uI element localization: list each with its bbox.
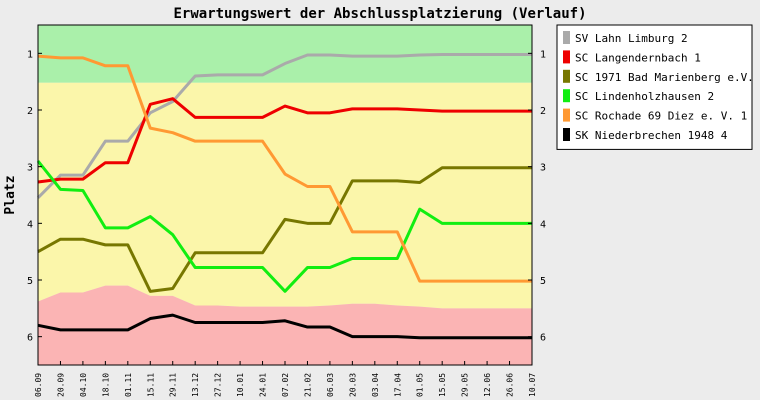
legend-swatch-2	[563, 69, 570, 83]
chart-title: Erwartungswert der Abschlussplatzierung …	[173, 6, 586, 22]
legend-entry-2: SC 1971 Bad Marienberg e.V. 1	[575, 71, 760, 84]
x-tick-label: 18.10	[101, 373, 110, 397]
x-tick-label: 15.11	[146, 373, 155, 397]
series-line-4	[37, 54, 532, 283]
legend-swatch-1	[563, 50, 570, 64]
x-tick-label: 10.07	[528, 373, 537, 397]
y-tick-label-left: 2	[27, 106, 33, 117]
legend-entry-5: SK Niederbrechen 1948 4	[575, 129, 728, 142]
y-tick-label-right: 4	[540, 219, 546, 230]
x-tick-label: 21.02	[303, 373, 312, 397]
x-tick-label: 12.06	[483, 373, 492, 397]
legend-swatch-5	[563, 128, 570, 141]
legend-entry-0: SV Lahn Limburg 2	[575, 32, 688, 45]
series-line-5	[37, 313, 532, 340]
y-tick-label-right: 1	[540, 49, 546, 60]
x-tick-label: 13.12	[191, 373, 200, 397]
y-axis-label: Platz	[3, 175, 18, 214]
x-tick-label: 10.01	[236, 373, 245, 397]
x-tick-label: 29.11	[169, 373, 178, 397]
x-tick-label: 06.09	[34, 373, 43, 397]
legend-entry-3: SC Lindenholzhausen 2	[575, 90, 714, 103]
legend-entry-4: SC Rochade 69 Diez e. V. 1	[575, 110, 747, 123]
x-tick-label: 24.01	[259, 373, 268, 397]
series-line-0	[36, 52, 532, 199]
x-tick-label: 27.12	[214, 373, 223, 397]
legend: SV Lahn Limburg 2 SC Langendernbach 1 SC 1…	[556, 24, 760, 150]
x-tick-label: 06.03	[326, 373, 335, 397]
y-tick-label-left: 1	[27, 49, 33, 60]
y-tick-label-right: 6	[540, 333, 546, 344]
y-tick-label-left: 4	[27, 219, 33, 230]
x-tick-label: 26.06	[506, 373, 515, 397]
x-axis-ticks: 06.09 20.09 04.10 18.10 01.11 15.11 29.11 13.12…	[34, 361, 537, 397]
y-tick-label-right: 3	[540, 163, 546, 174]
x-tick-label: 03.04	[371, 373, 380, 397]
y-tick-label-left: 3	[27, 163, 33, 174]
x-tick-label: 01.05	[416, 373, 425, 397]
zone-2	[38, 285, 532, 365]
y-axis-ticks: 1 1 2 2 3 3 4 4 5 5 6 6	[27, 49, 546, 343]
x-tick-label: 01.11	[124, 373, 133, 397]
legend-entry-1: SC Langendernbach 1	[575, 51, 701, 64]
series-lines	[36, 52, 532, 340]
legend-swatch-0	[563, 31, 570, 44]
legend-box	[556, 24, 753, 150]
series-line-2	[37, 166, 532, 293]
y-tick-label-left: 6	[27, 333, 33, 344]
y-tick-label-right: 5	[540, 276, 546, 287]
x-tick-label: 04.10	[79, 373, 88, 397]
x-tick-label: 20.09	[56, 373, 65, 397]
series-line-3	[36, 160, 532, 293]
x-tick-label: 15.05	[438, 373, 447, 397]
legend-swatch-3	[563, 89, 570, 103]
series-line-1	[37, 97, 532, 184]
zones	[38, 25, 532, 365]
x-tick-label: 17.04	[393, 373, 402, 397]
y-tick-label-right: 2	[540, 106, 546, 117]
zone-0	[38, 25, 532, 83]
y-tick-label-left: 5	[27, 276, 33, 287]
zone-1	[38, 82, 532, 309]
x-tick-label: 07.02	[281, 373, 290, 397]
x-tick-label: 20.03	[348, 373, 357, 397]
x-tick-label: 29.05	[461, 373, 470, 397]
legend-swatch-4	[563, 108, 570, 122]
